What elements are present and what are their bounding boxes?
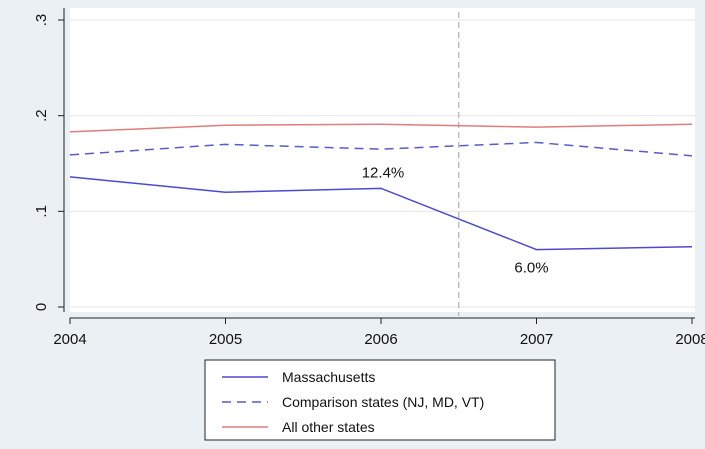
x-tick-label: 2005	[209, 331, 242, 348]
x-tick-label: 2008	[675, 331, 705, 348]
series-line-0	[69, 176, 693, 251]
legend-label: Comparison states (NJ, MD, VT)	[282, 394, 484, 410]
x-axis-ticks: 2004 2005 2006 2007 2008	[53, 318, 705, 348]
x-tick-label: 2006	[364, 331, 397, 348]
x-tick-label: 2007	[520, 331, 553, 348]
y-tick-label: 0	[33, 303, 50, 311]
annotations: 12.4% 6.0%	[362, 164, 549, 276]
y-tick-label: .1	[33, 205, 50, 218]
annotation-label: 12.4%	[362, 164, 405, 181]
legend-label: All other states	[282, 419, 375, 435]
y-tick-label: .3	[33, 14, 50, 27]
annotation-label: 6.0%	[514, 260, 548, 277]
legend: Massachusetts Comparison states (NJ, MD, …	[204, 359, 556, 441]
legend-label: Massachusetts	[282, 369, 375, 385]
x-tick-label: 2004	[53, 331, 86, 348]
y-axis-ticks: 0 .1 .2 .3	[33, 14, 64, 311]
legend-box	[204, 359, 556, 441]
grid-lines	[70, 19, 695, 308]
series-lines	[69, 123, 693, 251]
y-tick-label: .2	[33, 109, 50, 122]
series-line-2	[69, 123, 693, 133]
plot-area	[70, 8, 695, 312]
